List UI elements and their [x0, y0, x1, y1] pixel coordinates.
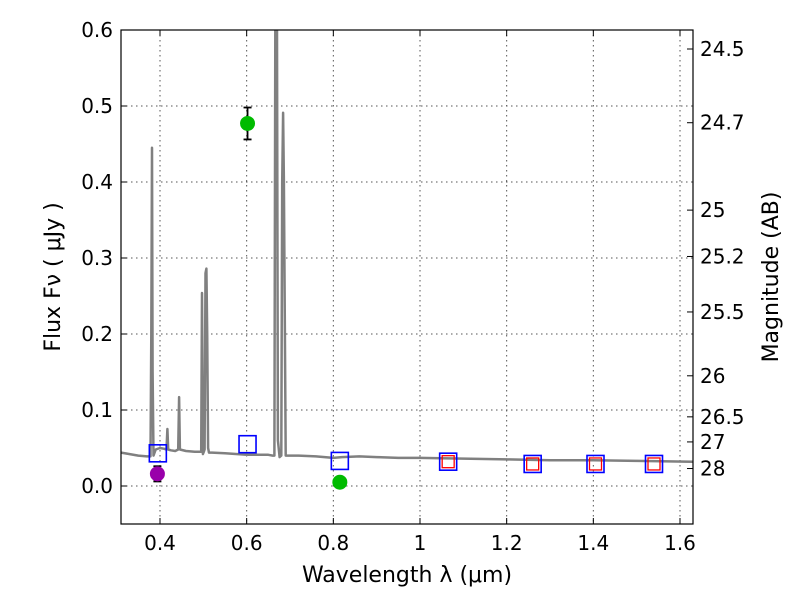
y-tick-label: 0.3 — [81, 246, 113, 270]
x-tick-label: 0.8 — [317, 531, 349, 555]
x-tick-label: 0.6 — [231, 531, 263, 555]
y2-axis-title: Magnitude (AB) — [759, 192, 784, 363]
y-tick-label: 0.6 — [81, 18, 113, 42]
y-tick-label: 0.0 — [81, 474, 113, 498]
y2-axis-ticks: 24.5 24.7 25 25.2 25.5 26 26.527 28 — [687, 37, 745, 481]
model-photometry-point — [523, 454, 542, 474]
model-photometry-point — [586, 454, 605, 474]
x-tick-label: 0.4 — [144, 531, 176, 555]
y-axis-title: Flux Fν ( μJy ) — [41, 202, 66, 351]
x-axis-ticks: 0.4 0.6 0.8 1 1.2 1.4 1.6 — [144, 30, 696, 555]
y2-tick-label: 25.5 — [700, 300, 745, 324]
x-tick-label: 1 — [414, 531, 427, 555]
y2-tick-label: 26.5 — [700, 405, 745, 429]
model-photometry-point — [148, 444, 168, 463]
x-tick-label: 1.6 — [664, 531, 696, 555]
y2-tick-label: 27 — [700, 430, 725, 454]
model-photometry-point — [644, 454, 664, 474]
model-photometry-point — [438, 452, 458, 471]
x-tick-label: 1.2 — [491, 531, 523, 555]
red-photometry-point — [526, 457, 540, 471]
y-tick-label: 0.5 — [81, 94, 113, 118]
observed-photometry-point — [240, 115, 256, 131]
data-markers — [148, 106, 664, 490]
model-spectrum-line — [121, 30, 693, 463]
y-tick-label: 0.2 — [81, 322, 113, 346]
y2-tick-label: 25 — [700, 198, 725, 222]
observed-photometry-point — [149, 466, 165, 482]
y-axis-ticks: 0.0 0.1 0.2 0.3 0.4 0.5 0.6 — [81, 18, 127, 498]
model-photometry-point — [238, 434, 257, 454]
plot-area — [121, 30, 693, 490]
model-photometry-point — [330, 451, 350, 471]
y2-tick-label: 24.5 — [700, 37, 745, 61]
red-photometry-point — [647, 457, 661, 471]
observed-photometry-point — [332, 474, 348, 490]
plot-background — [121, 30, 693, 524]
y2-tick-label: 25.2 — [700, 244, 745, 268]
red-photometry-point — [441, 455, 455, 469]
x-axis-title: Wavelength λ (μm) — [302, 563, 512, 588]
y2-tick-label: 24.7 — [700, 111, 745, 135]
x-tick-label: 1.4 — [577, 531, 609, 555]
y-tick-label: 0.4 — [81, 170, 113, 194]
y2-tick-label: 28 — [700, 457, 725, 481]
plot-frame — [120, 29, 694, 525]
y2-tick-label: 26 — [700, 364, 725, 388]
y-tick-label: 0.1 — [81, 398, 113, 422]
red-photometry-point — [588, 457, 603, 471]
grid-lines — [121, 29, 693, 524]
